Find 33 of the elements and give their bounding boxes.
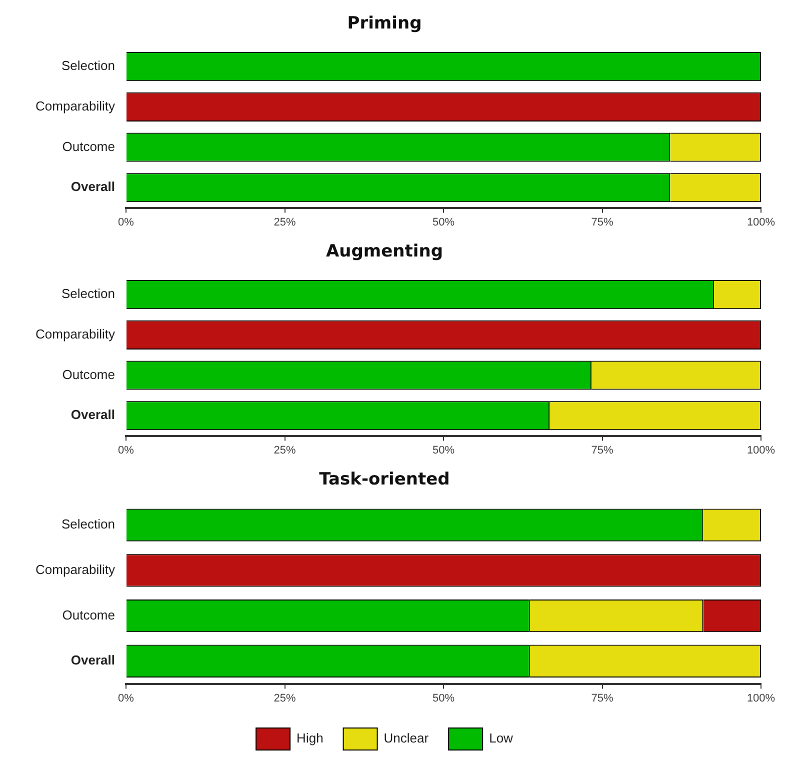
y-tick-label: Overall xyxy=(70,652,115,668)
y-tick-label: Outcome xyxy=(62,607,115,622)
legend-label: High xyxy=(296,730,324,746)
y-tick-label: Overall xyxy=(70,407,115,422)
y-tick-label: Comparability xyxy=(36,98,116,114)
x-tick-label: 100% xyxy=(746,444,776,456)
y-tick-label: Selection xyxy=(62,58,115,74)
x-tick-label: 75% xyxy=(591,216,614,228)
y-tick-label: Comparability xyxy=(36,326,116,342)
x-tick-label: 0% xyxy=(118,216,134,228)
y-tick-label: Overall xyxy=(70,179,115,194)
y-tick-label: Selection xyxy=(62,516,115,532)
x-tick-label: 0% xyxy=(118,692,134,704)
x-tick-label: 0% xyxy=(118,444,134,456)
x-tick-label: 25% xyxy=(274,444,296,456)
chart-title: Augmenting xyxy=(326,242,443,262)
y-tick-label: Outcome xyxy=(62,366,115,382)
x-tick-label: 100% xyxy=(746,216,776,228)
x-tick-label: 25% xyxy=(274,216,296,228)
x-tick-label: 75% xyxy=(591,444,614,456)
chart-title: Priming xyxy=(347,14,422,34)
y-tick-label: Comparability xyxy=(36,562,116,578)
x-tick-label: 25% xyxy=(274,692,296,704)
y-tick-label: Outcome xyxy=(62,138,115,154)
chart-title: Task-oriented xyxy=(319,470,450,490)
y-tick-label: Selection xyxy=(62,286,115,302)
legend-label: Unclear xyxy=(384,730,430,746)
x-tick-label: 50% xyxy=(432,216,455,228)
x-tick-label: 50% xyxy=(432,692,455,704)
x-tick-label: 75% xyxy=(591,692,614,704)
legend-label: Low xyxy=(489,730,514,746)
x-tick-label: 50% xyxy=(432,444,455,456)
x-tick-label: 100% xyxy=(746,692,776,704)
